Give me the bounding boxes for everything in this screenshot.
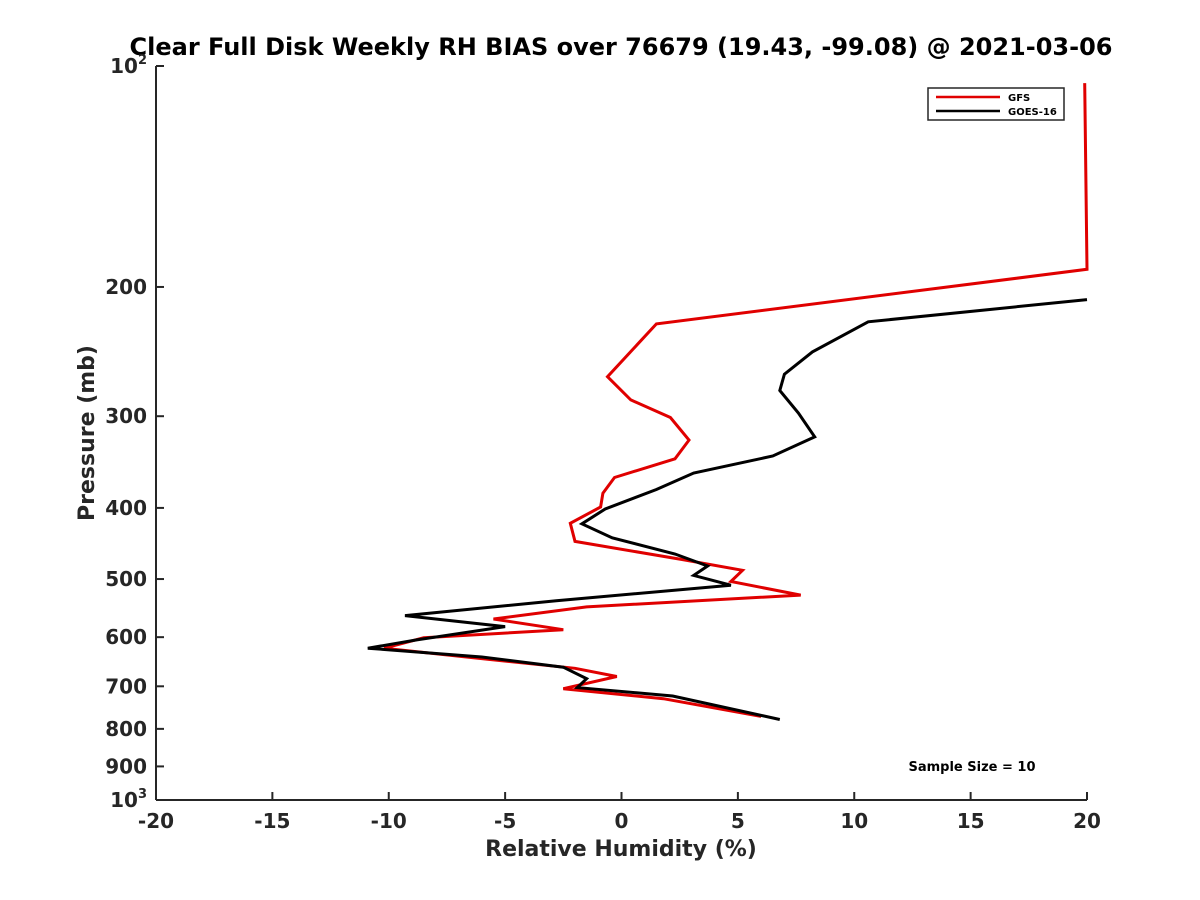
legend-box: [927, 87, 1065, 121]
y-tick-label: 800: [105, 717, 147, 741]
x-tick-label: -10: [371, 809, 407, 833]
legend-label-goes16: GOES-16: [1008, 107, 1057, 118]
x-tick-label: -20: [138, 809, 174, 833]
x-ticks: -20 -15 -10 -5 0 5 10 15 20: [138, 792, 1101, 833]
y-tick-label: 200: [105, 275, 147, 299]
y-tick-label: 300: [105, 404, 147, 428]
y-tick-label: 900: [105, 754, 147, 778]
x-tick-label: 15: [957, 809, 985, 833]
x-tick-label: 0: [615, 809, 629, 833]
x-axis-label: Relative Humidity (%): [485, 837, 757, 862]
y-tick-label: 103: [110, 787, 147, 812]
y-tick-label: 600: [105, 625, 147, 649]
legend-label-gfs: GFS: [1008, 93, 1030, 104]
y-axis-label: Pressure (mb): [75, 345, 100, 521]
y-tick-label: 400: [105, 496, 147, 520]
y-tick-label: 500: [105, 567, 147, 591]
x-tick-label: 5: [731, 809, 745, 833]
x-tick-label: -5: [494, 809, 516, 833]
y-ticks: 102 200 300 400 500 600 700 800 900 103: [105, 53, 164, 812]
chart-title: Clear Full Disk Weekly RH BIAS over 7667…: [130, 33, 1113, 61]
x-tick-label: 10: [840, 809, 868, 833]
x-tick-label: 20: [1073, 809, 1101, 833]
x-tick-label: -15: [254, 809, 290, 833]
y-tick-label: 700: [105, 674, 147, 698]
series-line-goes-16: [367, 298, 1088, 721]
y-tick-label: 102: [110, 53, 147, 78]
legend: GFS GOES-16: [927, 87, 1065, 121]
sample-size-annotation: Sample Size = 10: [908, 760, 1035, 775]
series-layer: [367, 83, 1089, 721]
